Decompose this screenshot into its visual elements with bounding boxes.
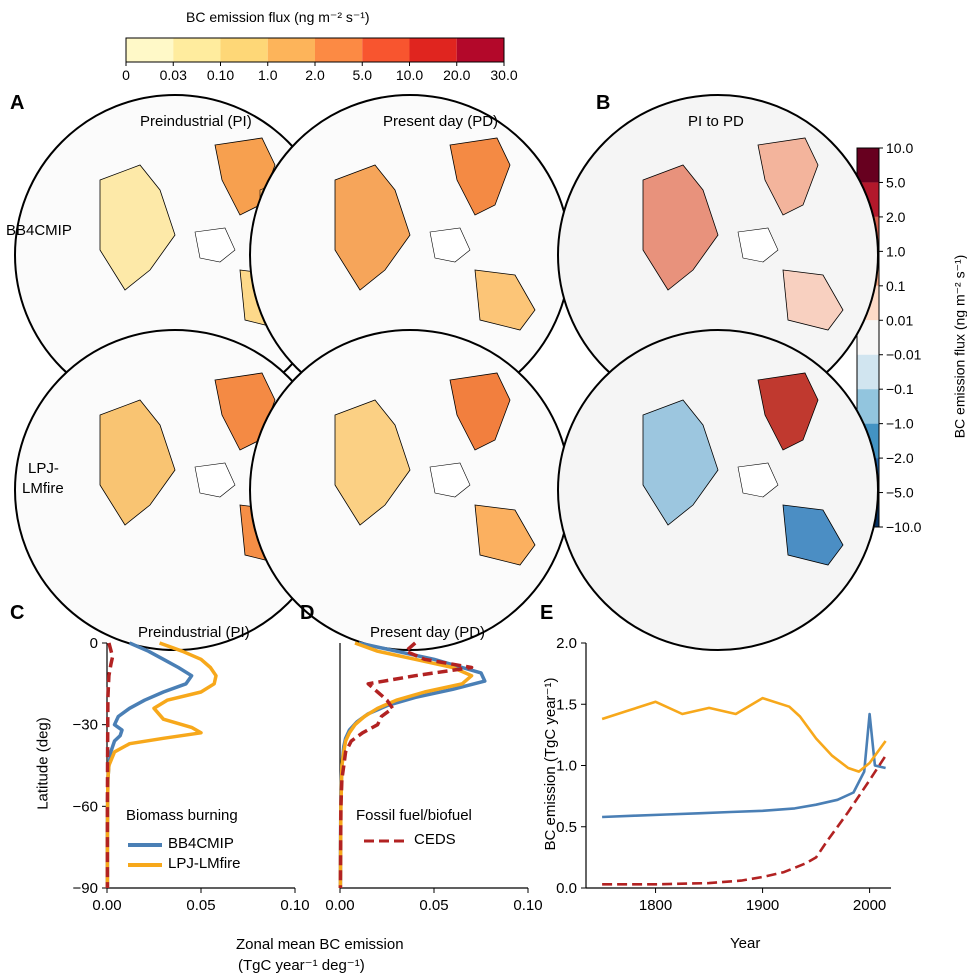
right-colorbar-tick-label: 0.01 xyxy=(886,312,913,328)
panel-letter-d: D xyxy=(300,602,315,624)
top-colorbar-segment xyxy=(456,38,504,62)
y-tick-label: 0 xyxy=(90,635,98,652)
y-tick-label: 0.0 xyxy=(556,880,577,897)
right-colorbar-tick-label: 1.0 xyxy=(886,243,906,259)
right-colorbar-tick-label: −0.01 xyxy=(886,347,922,363)
title-present-day-map: Present day (PD) xyxy=(383,113,499,130)
top-colorbar-tick-label: 2.0 xyxy=(305,67,325,83)
legend-c-item-2: LPJ-LMfire xyxy=(168,855,241,872)
series-line-ceds xyxy=(105,642,115,888)
title-pi-to-pd: PI to PD xyxy=(688,113,744,130)
y-tick-label: 1.0 xyxy=(556,758,577,775)
right-colorbar-segment xyxy=(857,320,879,355)
row-label-lpj-1: LPJ- xyxy=(28,460,59,477)
top-colorbar-segment xyxy=(315,38,363,62)
right-colorbar-tick-label: 5.0 xyxy=(886,174,906,190)
right-colorbar-tick-label: −2.0 xyxy=(886,450,914,466)
series-line-lpj-lmfire xyxy=(338,641,474,889)
x-tick-label: 0.05 xyxy=(186,897,215,914)
legend-c-item-1: BB4CMIP xyxy=(168,835,234,852)
x-tick-label: 1800 xyxy=(639,897,672,914)
right-colorbar-tick-label: 2.0 xyxy=(886,209,906,225)
right-colorbar-tick-label: −5.0 xyxy=(886,485,914,501)
top-colorbar-tick-label: 20.0 xyxy=(443,67,470,83)
right-colorbar-tick-label: 0.1 xyxy=(886,278,906,294)
chart-e: 1800 1900 2000 0.0 0.5 1.0 1.5 2.0 xyxy=(556,635,891,914)
panel-letter-a: A xyxy=(10,92,25,114)
top-colorbar-tick-label: 30.0 xyxy=(490,67,517,83)
panel-letter-e: E xyxy=(540,602,554,624)
chart-d-title: Present day (PD) xyxy=(370,624,486,641)
legend-c-title: Biomass burning xyxy=(126,807,238,824)
chart-c: 0.00 0.05 0.10 0 −30 −60 −90 xyxy=(73,635,310,914)
y-tick-label: −30 xyxy=(73,717,98,734)
top-colorbar-segment xyxy=(220,38,268,62)
top-colorbar-tick-label: 10.0 xyxy=(396,67,423,83)
right-colorbar-tick-label: −10.0 xyxy=(886,519,922,535)
top-colorbar-tick-label: 1.0 xyxy=(258,67,278,83)
panel-letter-b: B xyxy=(596,92,611,114)
y-tick-label: 0.5 xyxy=(556,819,577,836)
chart-c-ylabel: Latitude (deg) xyxy=(34,717,52,810)
right-colorbar-segment xyxy=(857,148,879,183)
legend-d-title: Fossil fuel/biofuel xyxy=(356,807,472,824)
x-tick-label: 2000 xyxy=(853,897,886,914)
top-colorbar-tick-label: 5.0 xyxy=(353,67,373,83)
chart-e-ylabel: BC emission (TgC year⁻¹) xyxy=(542,677,559,851)
top-colorbar: 0 0.03 0.10 1.0 2.0 5.0 10.0 20.0 30.0 xyxy=(122,37,518,83)
right-colorbar-tick-label: −0.1 xyxy=(886,381,914,397)
x-tick-label: 0.10 xyxy=(280,897,309,914)
legend-d-item-1: CEDS xyxy=(414,831,456,848)
top-colorbar-tick-label: 0.03 xyxy=(160,67,187,83)
top-colorbar-segment xyxy=(409,38,457,62)
top-colorbar-segment xyxy=(267,38,315,62)
x-tick-label: 0.10 xyxy=(513,897,542,914)
right-colorbar-label: BC emission flux (ng m⁻² s⁻¹) xyxy=(951,254,967,439)
map-bb4cmip-pd xyxy=(249,94,571,416)
series-line-bb4cmip xyxy=(338,641,487,889)
right-colorbar-tick-label: 10.0 xyxy=(886,140,913,156)
top-colorbar-segment xyxy=(173,38,221,62)
series-line-bb4cmip xyxy=(602,712,886,819)
chart-e-xlabel: Year xyxy=(730,935,761,952)
series-line-ceds xyxy=(602,754,887,886)
shared-xlabel-1: Zonal mean BC emission xyxy=(236,936,404,953)
row-label-lpj-2: LMfire xyxy=(22,480,64,497)
series-line-ceds xyxy=(338,641,474,889)
right-colorbar-tick-label: −1.0 xyxy=(886,416,914,432)
series-line-lpj-lmfire xyxy=(105,641,218,888)
x-tick-label: 0.00 xyxy=(325,897,354,914)
shared-xlabel-2: (TgC year⁻¹ deg⁻¹) xyxy=(238,957,365,974)
y-tick-label: 2.0 xyxy=(556,635,577,652)
top-colorbar-title: BC emission flux (ng m⁻² s⁻¹) xyxy=(186,9,370,25)
top-colorbar-tick-label: 0.10 xyxy=(207,67,234,83)
x-tick-label: 1900 xyxy=(746,897,779,914)
y-tick-label: 1.5 xyxy=(556,696,577,713)
row-label-bb4cmip: BB4CMIP xyxy=(6,222,72,239)
y-tick-label: −90 xyxy=(73,880,98,897)
series-line-lpj-lmfire xyxy=(601,696,887,773)
top-colorbar-tick-label: 0 xyxy=(122,67,130,83)
top-colorbar-segment xyxy=(362,38,410,62)
panel-letter-c: C xyxy=(10,602,25,624)
title-preindustrial-map: Preindustrial (PI) xyxy=(140,113,252,130)
chart-c-title: Preindustrial (PI) xyxy=(138,624,250,641)
y-tick-label: −60 xyxy=(73,798,98,815)
map-pi-to-pd-lpj xyxy=(557,329,879,651)
chart-d: 0.00 0.05 0.10 xyxy=(325,641,543,914)
map-pi-to-pd-bb4cmip xyxy=(557,94,879,416)
x-tick-label: 0.00 xyxy=(92,897,121,914)
map-lpj-pd xyxy=(249,329,571,651)
right-colorbar-segment xyxy=(857,389,879,424)
right-colorbar-segment xyxy=(857,354,879,390)
top-colorbar-segment xyxy=(126,38,174,62)
x-tick-label: 0.05 xyxy=(419,897,448,914)
